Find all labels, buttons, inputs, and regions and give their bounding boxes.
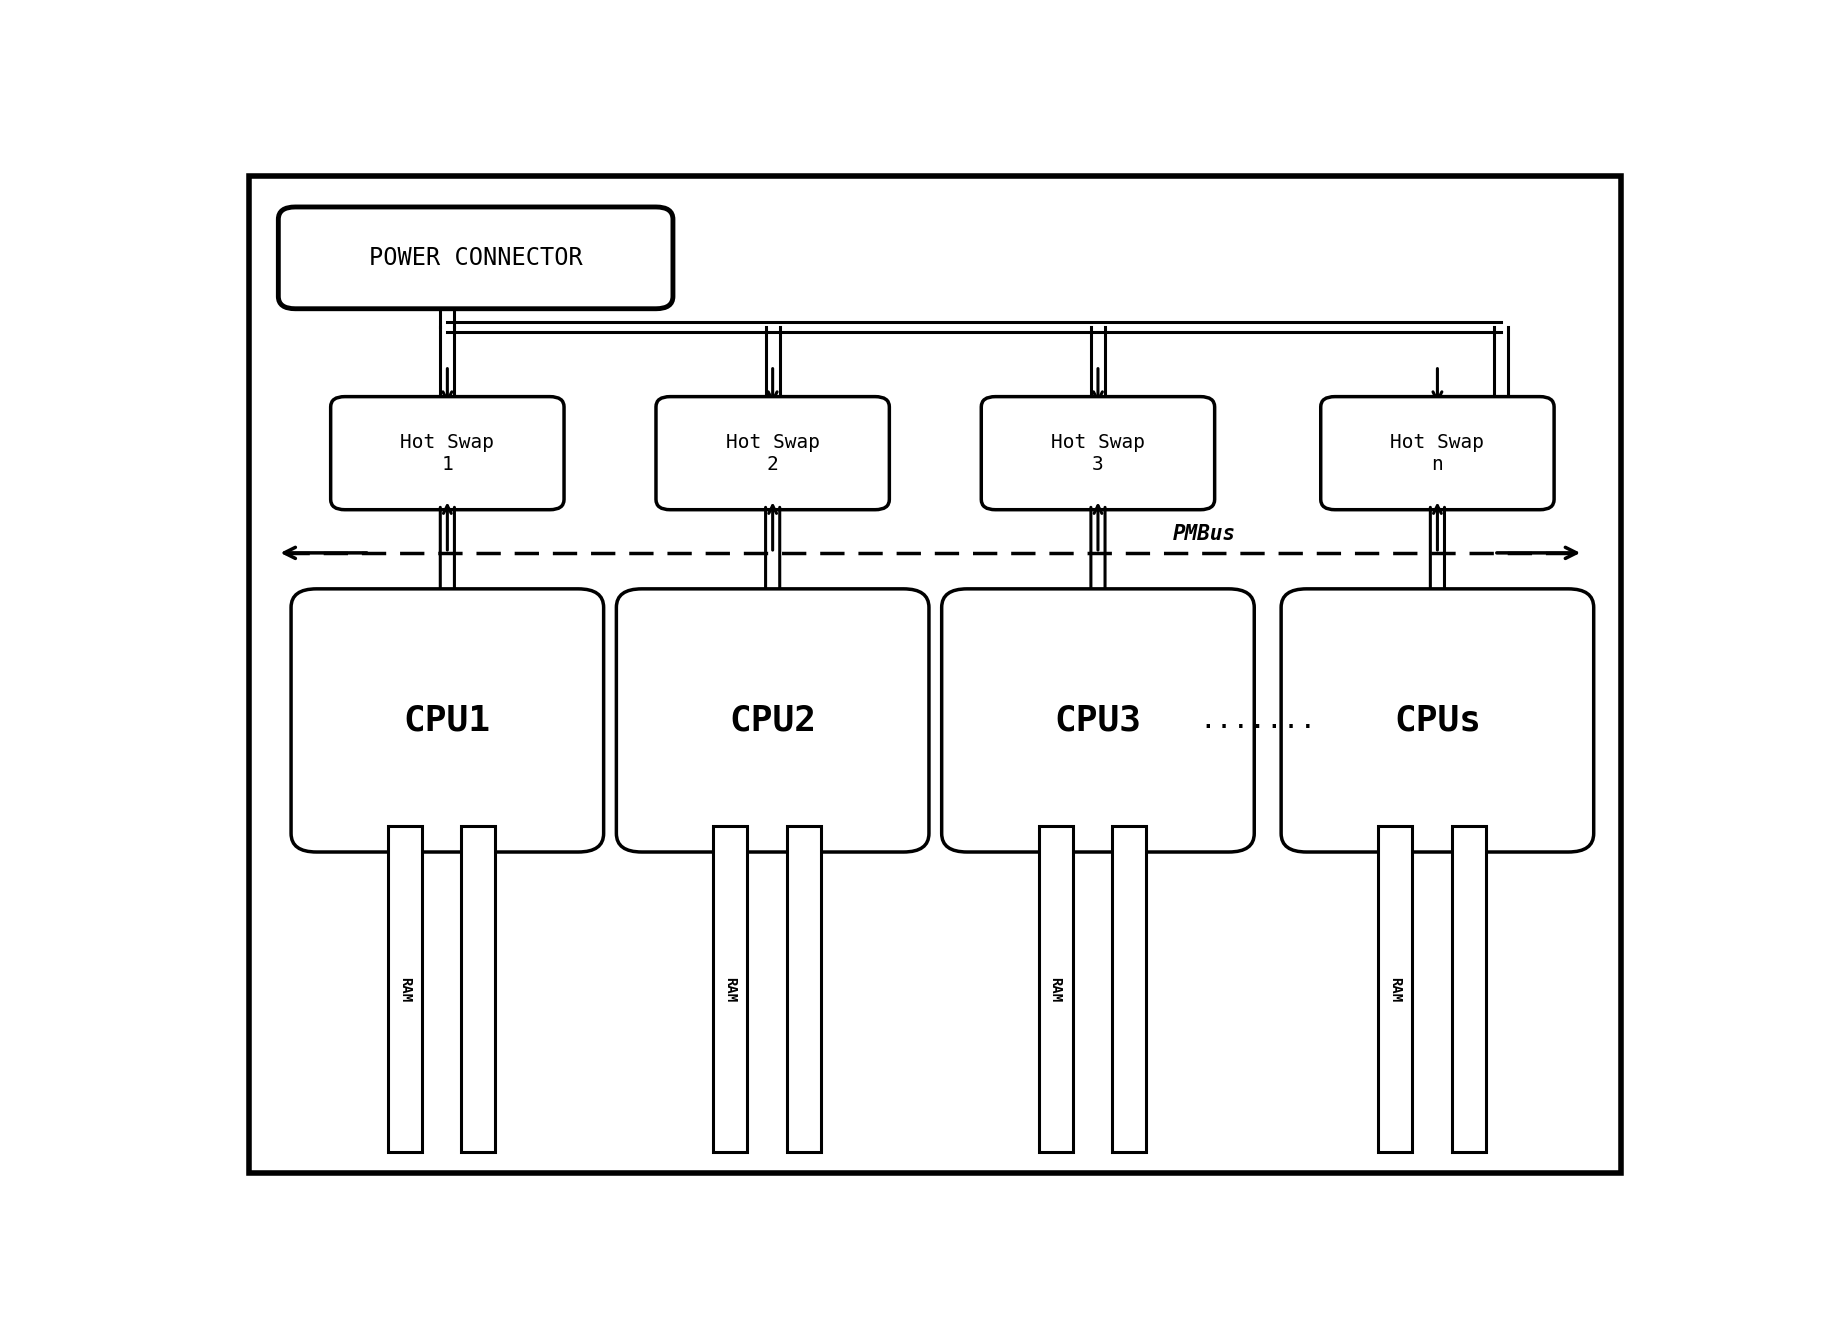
Text: Hot Swap
2: Hot Swap 2 bbox=[726, 433, 819, 474]
Text: RAM: RAM bbox=[1389, 977, 1402, 1001]
FancyBboxPatch shape bbox=[290, 589, 604, 852]
Text: CPU1: CPU1 bbox=[403, 704, 491, 737]
Text: POWER CONNECTOR: POWER CONNECTOR bbox=[369, 246, 582, 270]
FancyBboxPatch shape bbox=[279, 207, 673, 308]
Bar bbox=[462, 826, 495, 1152]
Text: RAM: RAM bbox=[398, 977, 412, 1001]
Bar bbox=[1451, 826, 1486, 1152]
Text: Hot Swap
n: Hot Swap n bbox=[1391, 433, 1484, 474]
Text: RAM: RAM bbox=[1049, 977, 1062, 1001]
Text: CPU3: CPU3 bbox=[1055, 704, 1141, 737]
FancyBboxPatch shape bbox=[655, 396, 889, 510]
Bar bbox=[1038, 826, 1073, 1152]
FancyBboxPatch shape bbox=[982, 396, 1215, 510]
Text: Hot Swap
1: Hot Swap 1 bbox=[400, 433, 495, 474]
FancyBboxPatch shape bbox=[617, 589, 929, 852]
FancyBboxPatch shape bbox=[1281, 589, 1593, 852]
Bar bbox=[389, 826, 422, 1152]
Text: CPUs: CPUs bbox=[1394, 704, 1480, 737]
FancyBboxPatch shape bbox=[1321, 396, 1555, 510]
FancyBboxPatch shape bbox=[942, 589, 1254, 852]
Bar bbox=[787, 826, 821, 1152]
Text: PMBus: PMBus bbox=[1173, 523, 1236, 543]
Bar bbox=[1378, 826, 1413, 1152]
Text: Hot Swap
3: Hot Swap 3 bbox=[1051, 433, 1144, 474]
Bar bbox=[714, 826, 746, 1152]
Text: RAM: RAM bbox=[723, 977, 737, 1001]
Bar bbox=[1111, 826, 1146, 1152]
Text: .......: ....... bbox=[1199, 706, 1316, 734]
Text: CPU2: CPU2 bbox=[730, 704, 816, 737]
FancyBboxPatch shape bbox=[330, 396, 564, 510]
